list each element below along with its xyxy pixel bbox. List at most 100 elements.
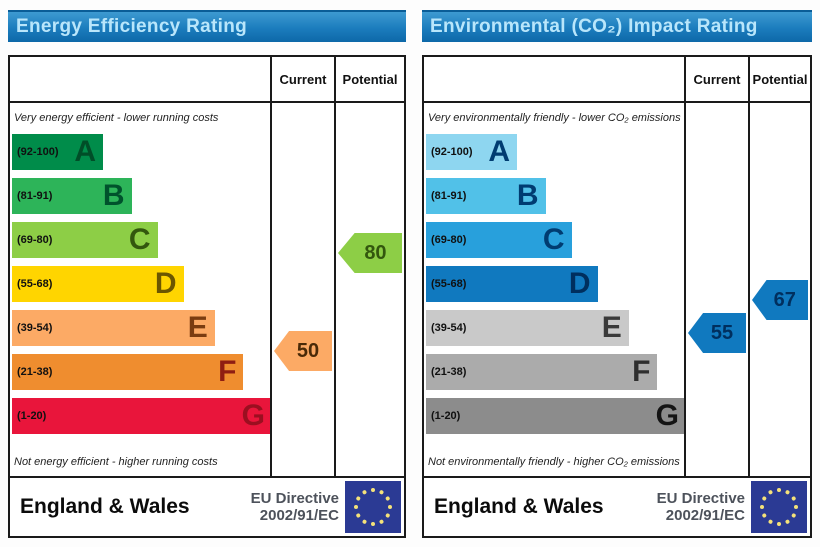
band-range-label: (81-91) [431,190,467,202]
eu-flag-star [790,495,797,502]
band-row: (21-38) F [12,354,244,390]
eu-flag-star [355,495,362,502]
band-letter: E [601,311,622,344]
band-letter: F [632,355,651,388]
top-caption: Very energy efficient - lower running co… [14,112,219,124]
eu-flag-star [378,518,385,525]
band-range-label: (92-100) [17,146,59,158]
band-row: (39-54) E [12,310,215,346]
eu-flag-star [760,505,764,509]
band-row: (81-91) B [12,178,132,214]
band-range-label: (1-20) [431,410,461,422]
column-header-current: Current [270,57,334,103]
eu-flag-star [384,512,391,519]
band-rows: (92-100) A (81-91) B (69-80) C (55-68) D (39-54)… [10,134,270,434]
eu-flag-star [784,518,791,525]
band-row: (81-91) B [426,178,546,214]
rating-table: Current Potential Very environmentally f… [422,55,812,478]
eu-flag-star [378,489,385,496]
current-arrow: 50 [274,331,332,371]
band-letter: A [74,135,96,168]
eu-flag-star [354,505,358,509]
eu-flag-star [371,522,375,526]
band-row: (55-68) D [426,266,598,302]
chart-environmental-impact: Environmental (CO₂) Impact Rating Curren… [422,10,812,538]
potential-arrow: 80 [338,233,402,273]
band-range-label: (39-54) [17,322,53,334]
eu-flag-star [371,488,375,492]
chart-footer: England & Wales EU Directive 2002/91/EC [8,478,406,538]
eu-flag-star [767,489,774,496]
band-letter: A [488,135,510,168]
eu-flag-star [761,512,768,519]
potential-arrow: 67 [752,280,808,320]
bands-area: Very energy efficient - lower running co… [10,103,270,476]
band-range-label: (92-100) [431,146,473,158]
current-column: 55 [684,103,748,476]
band-range-label: (1-20) [17,410,47,422]
potential-column: 80 [334,103,404,476]
eu-flag-icon [345,481,401,533]
band-letter: E [187,311,208,344]
band-range-label: (55-68) [17,278,53,290]
chart-title: Environmental (CO₂) Impact Rating [422,10,812,42]
column-header-potential: Potential [334,57,404,103]
column-header-current: Current [684,57,748,103]
band-row: (69-80) C [426,222,572,258]
band-row: (92-100) A [12,134,103,170]
header-blank-cell [424,57,684,103]
band-range-label: (55-68) [431,278,467,290]
band-row: (69-80) C [12,222,158,258]
band-row: (92-100) A [426,134,517,170]
column-header-potential: Potential [748,57,810,103]
band-row: (55-68) D [12,266,184,302]
rating-table: Current Potential Very energy efficient … [8,55,406,478]
eu-flag-star [794,505,798,509]
band-letter: D [568,267,591,300]
eu-directive-text: EU Directive 2002/91/EC [250,489,339,524]
chart-footer: England & Wales EU Directive 2002/91/EC [422,478,812,538]
current-arrow: 55 [688,313,746,353]
bands-area: Very environmentally friendly - lower CO… [424,103,684,476]
region-label: England & Wales [434,495,604,518]
chart-energy-efficiency: Energy Efficiency Rating Current Potenti… [8,10,406,538]
bottom-caption: Not energy efficient - higher running co… [14,456,218,468]
band-letter: G [655,399,679,432]
current-value: 55 [710,321,734,344]
eu-flag-star [361,518,368,525]
eu-flag-star [767,518,774,525]
band-row: (21-38) F [426,354,658,390]
band-range-label: (69-80) [17,234,53,246]
band-range-label: (39-54) [431,322,467,334]
potential-column: 67 [748,103,810,476]
eu-flag-star [761,495,768,502]
band-range-label: (81-91) [17,190,53,202]
region-label: England & Wales [20,495,190,518]
potential-value: 67 [773,288,796,311]
band-letter: C [542,223,565,256]
band-range-label: (21-38) [17,366,53,378]
eu-flag-star [361,489,368,496]
eu-flag-star [384,495,391,502]
chart-title: Energy Efficiency Rating [8,10,406,42]
eu-flag-star [355,512,362,519]
header-blank-cell [10,57,270,103]
band-row: (39-54) E [426,310,629,346]
band-letter: C [128,223,151,256]
current-column: 50 [270,103,334,476]
potential-value: 80 [364,241,387,264]
band-letter: B [102,179,125,212]
band-range-label: (69-80) [431,234,467,246]
band-range-label: (21-38) [431,366,467,378]
eu-flag-star [784,489,791,496]
band-rows: (92-100) A (81-91) B (69-80) C (55-68) D (39-54)… [424,134,684,434]
eu-flag-star [777,488,781,492]
band-letter: G [241,399,265,432]
band-letter: D [154,267,177,300]
eu-flag-star [388,505,392,509]
eu-directive-text: EU Directive 2002/91/EC [656,489,745,524]
band-row: (1-20) G [426,398,684,434]
band-row: (1-20) G [12,398,270,434]
current-value: 50 [296,339,320,362]
